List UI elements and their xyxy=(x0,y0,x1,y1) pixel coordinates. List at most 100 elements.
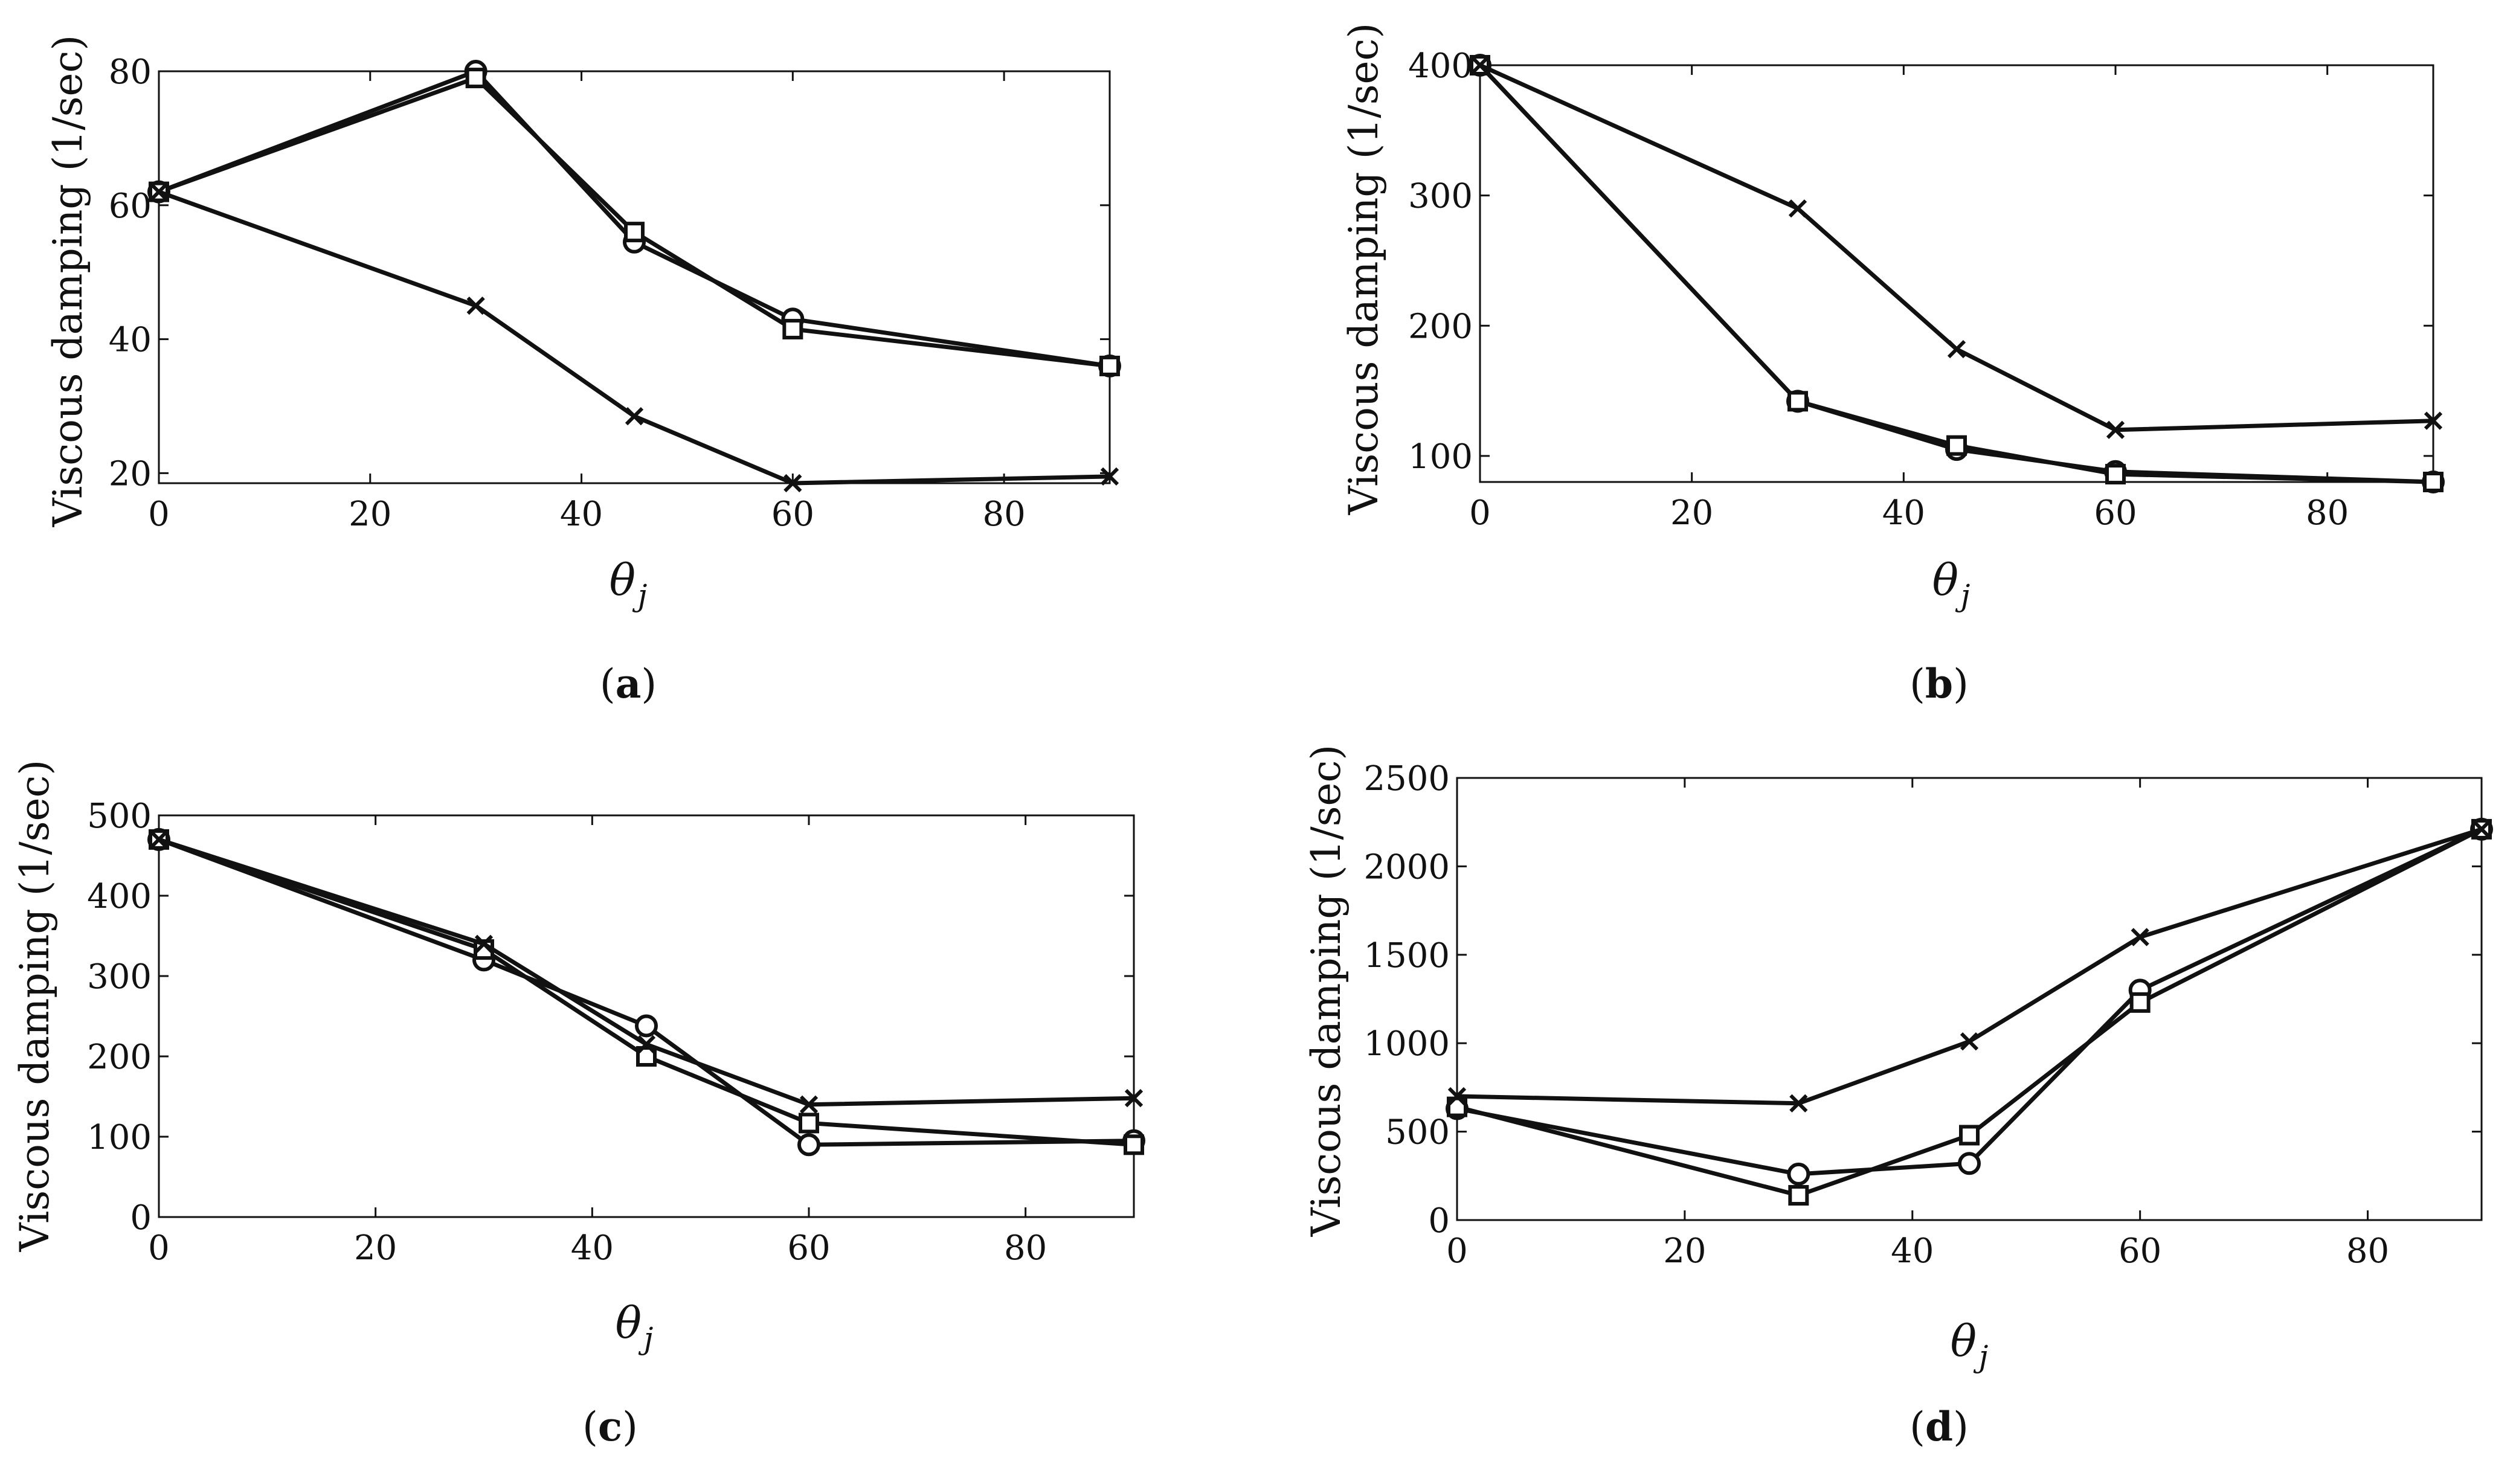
panel-d-caption: (d) xyxy=(1910,1403,1969,1450)
panel-c-xlabel-var: θ xyxy=(616,1297,642,1348)
panel-d-ylabel: Viscous damping (1/sec) xyxy=(1303,745,1350,1237)
panel-c-series-cross-point xyxy=(1124,1089,1144,1108)
panel-c-series-square-point xyxy=(799,1113,819,1134)
panel-c-series-cross-point xyxy=(637,1035,656,1054)
panel-c-axes-box xyxy=(158,814,1135,1218)
panel-b-xtick-label: 60 xyxy=(2094,493,2137,533)
panel-b-xtick-label: 0 xyxy=(1469,493,1491,533)
panel-a-xtick-label: 60 xyxy=(771,495,814,534)
panel-d-xtick-label: 0 xyxy=(1446,1232,1468,1271)
panel-a-axes-box xyxy=(158,70,1111,484)
panel-b-ytick-label: 300 xyxy=(1408,177,1473,216)
panel-a-xtick-label: 40 xyxy=(560,495,603,534)
panel-d-series-square-point xyxy=(2129,992,2151,1013)
panel-c-plot: 0 20 40 60 80 0 100 200 300 400 500 xyxy=(87,797,1145,1268)
panel-a-xtick-label: 20 xyxy=(349,495,391,534)
panel-c-series-cross-point xyxy=(149,830,169,849)
panel-c-ytick-label: 400 xyxy=(87,877,152,916)
panel-b-series-cross-point xyxy=(1947,339,1966,359)
panel-b-axes-box xyxy=(1479,64,2434,483)
panel-d-ytick-label: 2500 xyxy=(1363,759,1450,798)
panel-d-series-cross-point xyxy=(1960,1032,1979,1051)
panel-c-ytick-label: 300 xyxy=(87,957,152,997)
panel-a-series-cross-point xyxy=(466,297,485,315)
panel-a-series-cross-point xyxy=(149,182,169,201)
panel-d-series-circle-point xyxy=(1958,1152,1981,1175)
panel-d-ytick-label: 1000 xyxy=(1363,1024,1450,1064)
panel-c-series-circle-point xyxy=(797,1133,820,1157)
panel-a-series-cross-point xyxy=(1100,467,1119,486)
panel-a-xtick-label: 80 xyxy=(982,495,1025,534)
panel-d-series-cross-point xyxy=(2131,928,2149,946)
panel-b-series-cross-point xyxy=(2424,411,2443,430)
panel-c-ytick-label: 100 xyxy=(87,1118,152,1157)
panel-a-caption: (a) xyxy=(600,660,657,707)
panel-b-series-square-point xyxy=(1946,435,1967,456)
panel-c-series-cross-point xyxy=(474,934,494,953)
panel-d-xtick-label: 80 xyxy=(2346,1232,2389,1271)
panel-d-ytick-label: 0 xyxy=(1428,1201,1450,1241)
panel-b-xtick-label: 20 xyxy=(1670,493,1713,533)
panel-a-ytick-label: 20 xyxy=(109,454,152,493)
panel-c-ytick-label: 0 xyxy=(130,1198,152,1238)
panel-d-series-square-point xyxy=(1959,1125,1980,1146)
panel-c-series-cross-point xyxy=(799,1095,819,1114)
panel-b-ytick-label: 100 xyxy=(1408,437,1473,477)
panel-b-series-cross-point xyxy=(2106,420,2125,439)
panel-b-xtick-label: 40 xyxy=(1882,493,1925,533)
panel-c-xtick-label: 0 xyxy=(148,1229,170,1268)
panel-d-xlabel: θj xyxy=(1951,1315,1989,1374)
panel-c-xlabel: θj xyxy=(616,1297,654,1356)
panel-b-series-square-point xyxy=(2423,472,2444,492)
panel-a-ytick-label: 80 xyxy=(109,53,152,92)
panel-b-series-cross-point xyxy=(1470,56,1490,75)
panel-c-series-circle-point xyxy=(635,1014,658,1038)
panel-a-ytick-label: 40 xyxy=(109,321,152,360)
panel-a-ytick-label: 60 xyxy=(109,187,152,226)
panel-c-xtick-label: 60 xyxy=(787,1229,830,1268)
panel-b-ylabel: Viscous damping (1/sec) xyxy=(1340,23,1387,515)
panel-c-xtick-label: 80 xyxy=(1004,1229,1047,1268)
panel-c-series-square-point xyxy=(1124,1134,1144,1155)
panel-c-xtick-label: 40 xyxy=(571,1229,614,1268)
panel-c-ytick-label: 200 xyxy=(87,1038,152,1077)
panel-b-ytick-label: 200 xyxy=(1408,307,1473,346)
panel-a-xtick-label: 0 xyxy=(148,495,170,534)
panel-a-xlabel-var: θ xyxy=(610,554,635,605)
panel-a-series-square-point xyxy=(465,68,486,89)
panel-b-plot: 0 20 40 60 80 100 200 300 400 xyxy=(1408,47,2445,533)
panel-d-ytick-label: 500 xyxy=(1385,1113,1450,1152)
panel-a-series-square-point xyxy=(782,318,803,339)
panel-c-ytick-label: 500 xyxy=(87,797,152,836)
panel-b-xlabel-var: θ xyxy=(1932,554,1958,605)
panel-a-xlabel: θj xyxy=(610,554,648,613)
panel-b-series-square-point xyxy=(1787,391,1808,412)
panel-d-series-circle-point xyxy=(1787,1162,1810,1186)
panel-d-series-cross-point xyxy=(2472,820,2491,839)
panel-c-ylabel: Viscous damping (1/sec) xyxy=(11,760,58,1252)
panel-d-xtick-label: 40 xyxy=(1891,1232,1934,1271)
panel-d-ytick-label: 2000 xyxy=(1363,847,1450,887)
panel-d-xtick-label: 20 xyxy=(1663,1232,1706,1271)
panel-c-caption: (c) xyxy=(582,1403,638,1450)
panel-d-axes-box xyxy=(1456,777,2483,1221)
panel-c-xtick-label: 20 xyxy=(354,1229,397,1268)
panel-d: 0 20 40 60 80 0 500 1000 1500 2000 2500 Viscous da… xyxy=(1303,745,2493,1450)
panel-d-xlabel-var: θ xyxy=(1951,1315,1977,1366)
panel-b-caption: (b) xyxy=(1910,660,1969,707)
panel-d-plot: 0 20 40 60 80 0 500 1000 1500 2000 2500 xyxy=(1363,759,2493,1271)
panel-a-series-cross-point xyxy=(783,474,802,493)
panel-b-series-cross-point xyxy=(1788,199,1807,218)
panel-a-series-square-point xyxy=(1099,355,1120,376)
panel-d-series-cross-point xyxy=(1789,1094,1808,1113)
panel-a-series-square-point xyxy=(624,222,645,243)
panel-b-xtick-label: 80 xyxy=(2306,493,2349,533)
panel-b: 0 20 40 60 80 100 200 300 400 Viscous damping (1… xyxy=(1340,23,2445,707)
panel-a-series-cross-point xyxy=(625,406,644,426)
panel-d-series-cross-point xyxy=(1447,1087,1467,1106)
panel-d-ytick-label: 1500 xyxy=(1363,936,1450,975)
